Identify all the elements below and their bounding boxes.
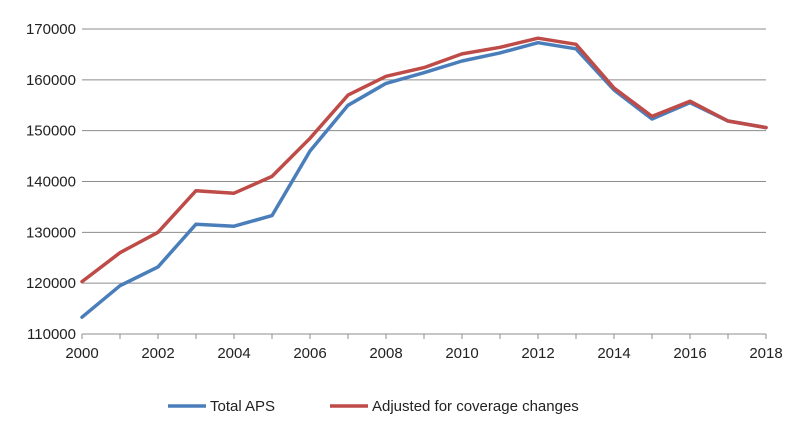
y-tick-label: 120000 [26, 275, 76, 292]
x-tick-label: 2004 [217, 345, 250, 362]
y-tick-label: 140000 [26, 174, 76, 191]
x-tick-label: 2008 [369, 345, 402, 362]
x-tick-label: 2014 [597, 345, 630, 362]
y-tick-label: 130000 [26, 224, 76, 241]
series-line-2 [80, 36, 768, 284]
y-tick-label: 170000 [26, 21, 76, 38]
x-tick-label: 2018 [749, 345, 782, 362]
x-tick-label: 2006 [293, 345, 326, 362]
y-tick-label: 110000 [27, 326, 76, 343]
series-line-1 [80, 40, 768, 319]
series-lines [80, 36, 768, 319]
x-tick-label: 2016 [673, 345, 706, 362]
x-tick-label: 2010 [445, 345, 478, 362]
x-axis [81, 333, 767, 339]
x-axis-tick-labels: 2000 2002 2004 2006 2008 2010 2012 2014 2016 2018 [65, 345, 782, 362]
legend: Total APS Adjusted for coverage changes [168, 398, 579, 415]
y-tick-label: 150000 [26, 123, 76, 140]
x-tick-label: 2012 [521, 345, 554, 362]
legend-label: Total APS [210, 398, 275, 415]
y-tick-label: 160000 [26, 72, 76, 89]
x-tick-label: 2002 [141, 345, 174, 362]
legend-label: Adjusted for coverage changes [372, 398, 579, 415]
grid-lines [82, 28, 766, 284]
x-tick-label: 2000 [65, 345, 98, 362]
y-axis-tick-labels: 110000 120000 130000 140000 150000 160000 1700… [26, 21, 76, 343]
